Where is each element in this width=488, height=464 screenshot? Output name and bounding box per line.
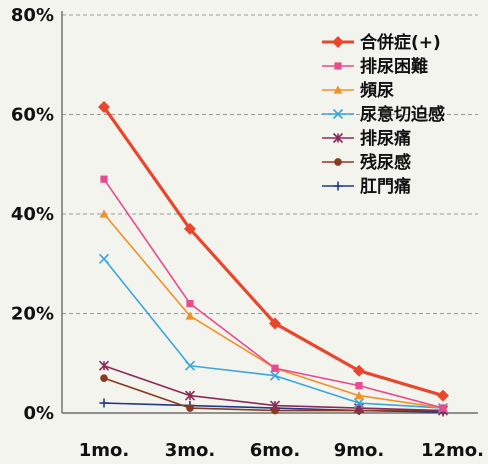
legend-label: 排尿痛 (360, 128, 411, 149)
legend-label: 肛門痛 (360, 176, 411, 197)
series-3 (98, 253, 449, 414)
legend-marker (334, 158, 342, 166)
data-point (98, 360, 110, 371)
legend-marker (334, 62, 342, 70)
legend-item: 合併症(+) (322, 32, 441, 53)
data-point (100, 175, 108, 183)
data-point (98, 101, 110, 114)
data-point (184, 222, 196, 235)
data-point (439, 404, 447, 412)
x-tick-label: 6mo. (250, 440, 300, 461)
y-tick-label: 0% (23, 403, 54, 424)
x-tick-label: 12mo. (421, 440, 484, 461)
legend-item: 肛門痛 (322, 176, 411, 197)
series-0 (98, 101, 449, 402)
data-point (99, 398, 109, 408)
data-point (437, 389, 449, 402)
legend-item: 頻尿 (322, 80, 394, 101)
legend-label: 排尿困難 (360, 56, 428, 77)
data-point (353, 364, 365, 377)
legend-item: 尿意切迫感 (322, 104, 445, 125)
data-point (269, 317, 281, 330)
legend-label: 頻尿 (359, 80, 394, 101)
x-tick-label: 1mo. (79, 440, 129, 461)
data-point (269, 370, 281, 381)
x-tick-label: 9mo. (334, 440, 384, 461)
y-tick-label: 60% (11, 105, 54, 126)
y-tick-label: 40% (11, 204, 54, 225)
tick-labels: 0% 20% 40% 60% 80% 1mo. 3mo. 6mo. 9mo. 12mo. (11, 5, 484, 461)
data-point (99, 209, 109, 218)
data-point (269, 400, 281, 411)
series-line (103, 258, 444, 409)
legend-label: 残尿感 (360, 152, 411, 173)
series-1 (100, 175, 447, 412)
series-lines (98, 101, 449, 417)
legend-item: 排尿困難 (322, 56, 428, 77)
gridlines (62, 14, 478, 314)
data-point (98, 253, 110, 264)
legend-marker (332, 108, 344, 120)
data-point (271, 406, 279, 415)
data-point (184, 360, 196, 371)
legend-item: 残尿感 (322, 152, 411, 173)
data-point (355, 382, 363, 390)
axes (61, 11, 478, 414)
data-point (184, 390, 196, 401)
legend-marker (333, 181, 343, 191)
data-point (186, 404, 194, 412)
legend-marker (332, 132, 344, 144)
data-point (354, 391, 364, 400)
legend-label: 合併症(+) (360, 32, 441, 53)
legend-marker (332, 36, 344, 48)
data-point (185, 311, 195, 320)
legend-item: 排尿痛 (322, 128, 411, 149)
x-tick-label: 3mo. (165, 440, 215, 461)
data-point (353, 397, 365, 409)
data-point (186, 299, 194, 308)
data-point (271, 364, 279, 372)
legend-marker (333, 85, 343, 94)
y-tick-label: 80% (11, 5, 54, 26)
data-point (100, 374, 108, 382)
y-tick-label: 20% (11, 304, 54, 325)
legend-label: 尿意切迫感 (360, 104, 445, 125)
